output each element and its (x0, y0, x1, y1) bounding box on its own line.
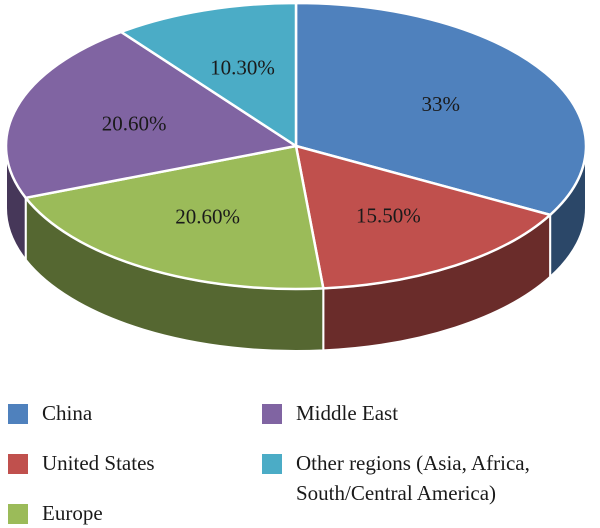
legend-label: Europe (42, 501, 103, 525)
legend-label: Middle East (296, 401, 399, 425)
pie-labels: 33% 15.50% 20.60% 20.60% 10.30% (102, 55, 460, 228)
legend-item-china: China (8, 398, 92, 428)
legend-swatch (262, 404, 282, 424)
legend-swatch (8, 454, 28, 474)
legend-swatch (8, 504, 28, 524)
legend-label: Other regions (Asia, Africa, South/Centr… (296, 451, 530, 505)
legend-item-united-states: United States (8, 448, 155, 478)
legend-item-europe: Europe (8, 498, 103, 528)
data-label-china: 33% (422, 92, 461, 116)
pie-slice-europe (24, 144, 325, 291)
pie-tops (4, 1, 588, 291)
data-label-united-states: 15.50% (356, 203, 421, 227)
legend-swatch (262, 454, 282, 474)
pie-slice-china (294, 1, 588, 217)
legend-label: United States (42, 451, 155, 475)
data-label-europe: 20.60% (175, 205, 240, 229)
data-label-middle-east: 20.60% (102, 111, 167, 135)
legend-item-other-regions-asia-africa-south-central-america: Other regions (Asia, Africa, South/Centr… (262, 448, 530, 508)
legend-label: China (42, 401, 93, 425)
legend-swatch (8, 404, 28, 424)
legend-item-middle-east: Middle East (262, 398, 398, 428)
legend: China United States Europe Middle East Other… (0, 380, 600, 528)
pie-slice-other-regions-asia-africa-south-central-america (119, 1, 298, 148)
data-label-other-regions-asia-africa-south-central-america: 10.30% (210, 55, 275, 79)
pie-slice-united-states (294, 144, 552, 290)
pie-slice-middle-east (4, 30, 298, 200)
pie-chart: 33% 15.50% 20.60% 20.60% 10.30% (4, 1, 588, 352)
